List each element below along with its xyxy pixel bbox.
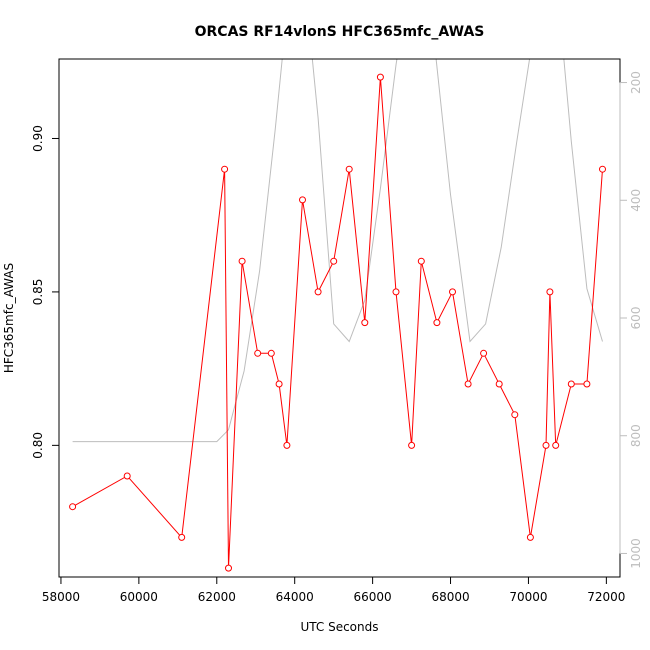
data-point <box>449 288 456 296</box>
x-tick-label: 58000 <box>42 590 80 604</box>
data-point <box>542 441 550 449</box>
data-point <box>599 165 606 173</box>
data-point <box>238 257 246 265</box>
x-tick-label: 64000 <box>276 590 314 604</box>
series-layer <box>69 59 606 572</box>
data-point <box>546 288 554 296</box>
y-axis: 0.80 0.85 0.90 <box>31 125 60 459</box>
data-point <box>408 441 416 449</box>
data-point <box>361 319 369 327</box>
data-point <box>392 288 400 296</box>
y-axis-label: HFC365mfc_AWAS <box>2 263 16 373</box>
data-point <box>123 472 131 480</box>
data-point <box>221 165 229 173</box>
data-point <box>314 288 322 296</box>
data-point <box>225 564 232 572</box>
data-point <box>267 349 275 357</box>
y-tick-label: 0.80 <box>31 432 45 459</box>
secondary-y-axis: 200 400 600 800 1000 <box>619 71 643 569</box>
data-point <box>376 73 384 81</box>
x-axis-label: UTC Seconds <box>300 620 378 634</box>
data-point <box>254 349 262 357</box>
x-tick-label: 66000 <box>354 590 392 604</box>
x-tick-label: 70000 <box>509 590 547 604</box>
data-point <box>275 380 283 388</box>
chart-title: ORCAS RF14vlonS HFC365mfc_AWAS <box>195 24 485 40</box>
data-point <box>583 380 591 388</box>
secondary-y-tick-label: 600 <box>629 307 643 330</box>
x-axis: 58000 60000 62000 64000 66000 68000 70000 72000 <box>42 576 625 604</box>
data-point <box>330 257 338 265</box>
secondary-y-tick-label: 400 <box>629 189 643 212</box>
data-point <box>345 165 353 173</box>
data-point <box>299 196 306 204</box>
data-point <box>526 533 534 541</box>
data-point <box>69 503 77 511</box>
data-point <box>417 257 425 265</box>
secondary-y-tick-label: 1000 <box>629 538 643 569</box>
data-point <box>433 319 441 327</box>
data-point <box>178 533 186 541</box>
secondary-y-tick-label: 800 <box>629 424 643 447</box>
series-line-0 <box>72 77 603 569</box>
data-point <box>567 380 575 388</box>
x-tick-label: 60000 <box>120 590 158 604</box>
secondary-y-tick-label: 200 <box>629 71 643 94</box>
y-tick-label: 0.90 <box>31 125 45 152</box>
data-point <box>495 380 503 388</box>
series-line-1 <box>72 59 603 443</box>
x-tick-label: 62000 <box>198 590 236 604</box>
data-point <box>552 441 560 449</box>
data-point <box>464 380 472 388</box>
data-point <box>511 411 519 419</box>
y-tick-label: 0.85 <box>31 279 45 306</box>
data-point <box>480 349 488 357</box>
x-tick-label: 68000 <box>431 590 469 604</box>
data-point <box>283 441 291 449</box>
x-tick-label: 72000 <box>587 590 625 604</box>
